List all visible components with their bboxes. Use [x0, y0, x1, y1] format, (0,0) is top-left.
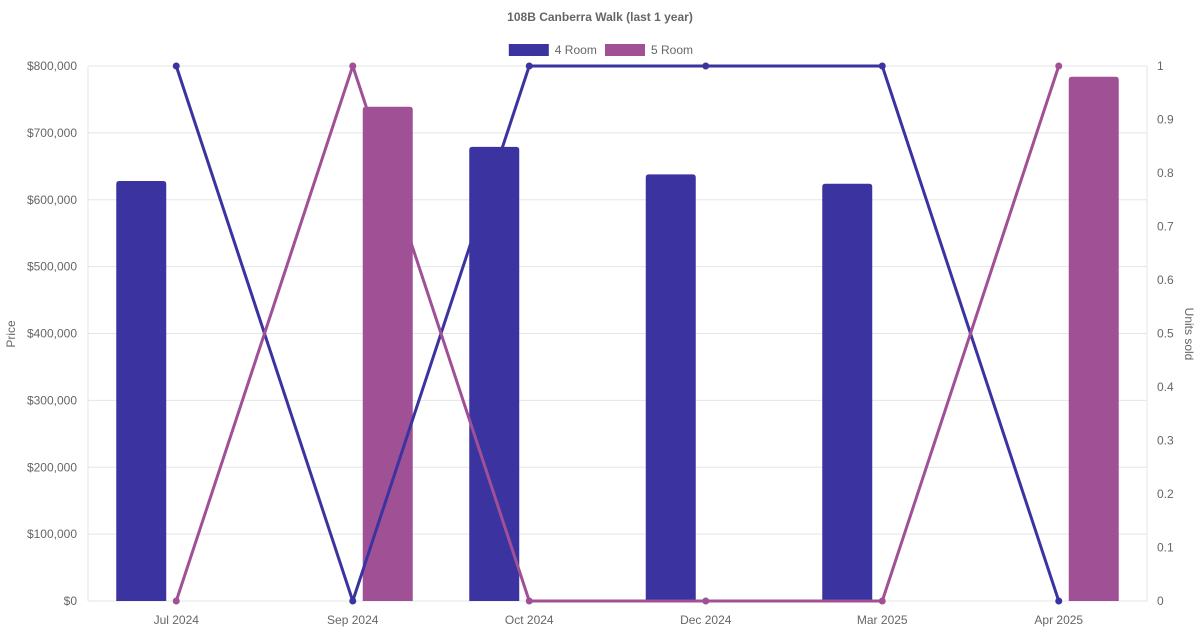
y-tick-label: $100,000 [27, 527, 77, 541]
y2-tick-label: 0.5 [1157, 327, 1174, 341]
x-tick-label: Mar 2025 [857, 613, 908, 627]
y2-tick-label: 0.7 [1157, 220, 1174, 234]
y-tick-label: $200,000 [27, 460, 77, 474]
bar [362, 106, 413, 601]
y-tick-label: $700,000 [27, 126, 77, 140]
x-tick-label: Jul 2024 [154, 613, 200, 627]
legend: 4 Room 5 Room [508, 43, 693, 57]
y-tick-label: $400,000 [27, 327, 77, 341]
units-point [525, 62, 533, 70]
legend-swatch [605, 44, 645, 56]
bar [469, 146, 520, 601]
units-point [172, 597, 180, 605]
units-point [702, 597, 710, 605]
x-tick-label: Dec 2024 [680, 613, 732, 627]
bars [116, 76, 1119, 601]
y2-tick-label: 0.9 [1157, 113, 1174, 127]
lines [174, 64, 1061, 603]
points [172, 62, 1063, 605]
x-tick-label: Oct 2024 [505, 613, 554, 627]
legend-label: 5 Room [651, 43, 693, 57]
bar [645, 174, 696, 601]
units-point [525, 597, 533, 605]
bar [116, 181, 167, 601]
legend-label: 4 Room [555, 43, 597, 57]
y-tick-label: $800,000 [27, 59, 77, 73]
units-point [878, 62, 886, 70]
y2-tick-label: 0.2 [1157, 487, 1174, 501]
legend-swatch [508, 44, 549, 56]
chart-title: 108B Canberra Walk (last 1 year) [507, 10, 693, 24]
units-point [1055, 597, 1063, 605]
y2-tick-label: 0.6 [1157, 273, 1174, 287]
grid [87, 65, 1148, 602]
bar [1068, 76, 1119, 601]
units-point [878, 597, 886, 605]
y2-axis-title: Units sold [1182, 308, 1196, 361]
units-point [349, 597, 357, 605]
y2-tick-label: 0.1 [1157, 541, 1174, 555]
y-axis-title: Price [4, 320, 18, 348]
y2-tick-label: 0.3 [1157, 434, 1174, 448]
units-point [172, 62, 180, 70]
ticks: $0 $100,000 $200,000 $300,000 $400,000 $500,0… [27, 59, 1174, 627]
y2-tick-label: 0.4 [1157, 380, 1174, 394]
units-point [349, 62, 357, 70]
x-tick-label: Apr 2025 [1034, 613, 1083, 627]
y2-tick-label: 1 [1157, 59, 1164, 73]
y2-tick-label: 0 [1157, 594, 1164, 608]
y-tick-label: $500,000 [27, 260, 77, 274]
y-tick-label: $0 [64, 594, 78, 608]
units-line [174, 64, 1061, 603]
x-tick-label: Sep 2024 [327, 613, 379, 627]
units-line [174, 64, 1061, 603]
y-tick-label: $600,000 [27, 193, 77, 207]
units-point [1055, 62, 1063, 70]
units-point [702, 62, 710, 70]
bar [822, 183, 873, 601]
y2-tick-label: 0.8 [1157, 166, 1174, 180]
y-tick-label: $300,000 [27, 393, 77, 407]
